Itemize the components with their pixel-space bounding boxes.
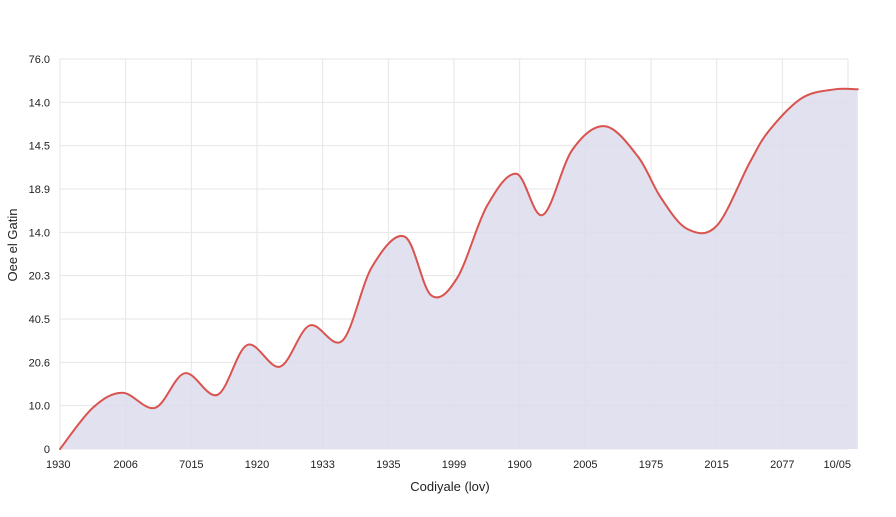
data-point: [686, 228, 688, 230]
data-point: [184, 372, 186, 374]
data-point: [217, 394, 219, 396]
y-tick-label: 40.5: [29, 314, 50, 326]
data-point: [542, 214, 544, 216]
x-tick-label: 2005: [573, 459, 597, 471]
data-point: [456, 277, 458, 279]
x-tick-label: 10/05: [823, 459, 851, 471]
area-fill: [60, 88, 858, 449]
x-tick-label: 1900: [507, 459, 531, 471]
series-line: [59, 87, 859, 450]
x-tick-label: 2077: [770, 459, 794, 471]
data-point: [749, 162, 751, 164]
x-tick-label: 1935: [376, 459, 400, 471]
x-tick-label: 1999: [442, 459, 466, 471]
data-point: [660, 197, 662, 199]
y-tick-label: 10.0: [29, 401, 50, 413]
data-point: [834, 88, 836, 90]
x-axis-label: Codiyale (lov): [410, 479, 489, 494]
data-point: [637, 156, 639, 158]
y-tick-label: 14.0: [29, 227, 50, 239]
data-point: [604, 125, 606, 127]
x-tick-label: 2015: [704, 459, 728, 471]
x-tick-label: 2006: [113, 459, 137, 471]
y-tick-label: 0: [44, 444, 50, 456]
data-point: [371, 266, 373, 268]
data-point: [92, 407, 94, 409]
x-tick-label: 1920: [245, 459, 269, 471]
x-tick-label: 1975: [639, 459, 663, 471]
data-point: [154, 407, 156, 409]
y-axis-label: Oee el Gatin: [5, 209, 20, 282]
data-point: [121, 392, 123, 394]
data-point: [571, 149, 573, 151]
y-tick-label: 18.9: [29, 184, 50, 196]
x-axis-ticks: 1930 2006 7015 1920 1933 1935 1999 1900 2005 1975…: [46, 459, 851, 471]
y-tick-label: 20.6: [29, 357, 50, 369]
data-point: [404, 236, 406, 238]
data-point: [515, 173, 517, 175]
y-tick-label: 14.5: [29, 141, 50, 153]
x-tick-label: 7015: [179, 459, 203, 471]
data-point: [309, 325, 311, 327]
x-tick-label: 1933: [310, 459, 334, 471]
data-point: [430, 294, 432, 296]
data-point: [716, 225, 718, 227]
area-layer: [59, 87, 859, 450]
y-tick-label: 20.3: [29, 271, 50, 283]
x-tick-label: 1930: [46, 459, 70, 471]
data-point: [801, 97, 803, 99]
data-point: [279, 366, 281, 368]
data-point: [341, 340, 343, 342]
data-point: [768, 130, 770, 132]
data-point: [246, 344, 248, 346]
data-point: [486, 205, 488, 207]
y-tick-label: 76.0: [29, 54, 50, 66]
data-point: [857, 88, 859, 90]
y-axis-ticks: 0 10.0 20.6 40.5 20.3 14.0 18.9 14.5 14.0 76.0: [29, 54, 50, 456]
data-point: [59, 448, 61, 450]
y-tick-label: 14.0: [29, 97, 50, 109]
